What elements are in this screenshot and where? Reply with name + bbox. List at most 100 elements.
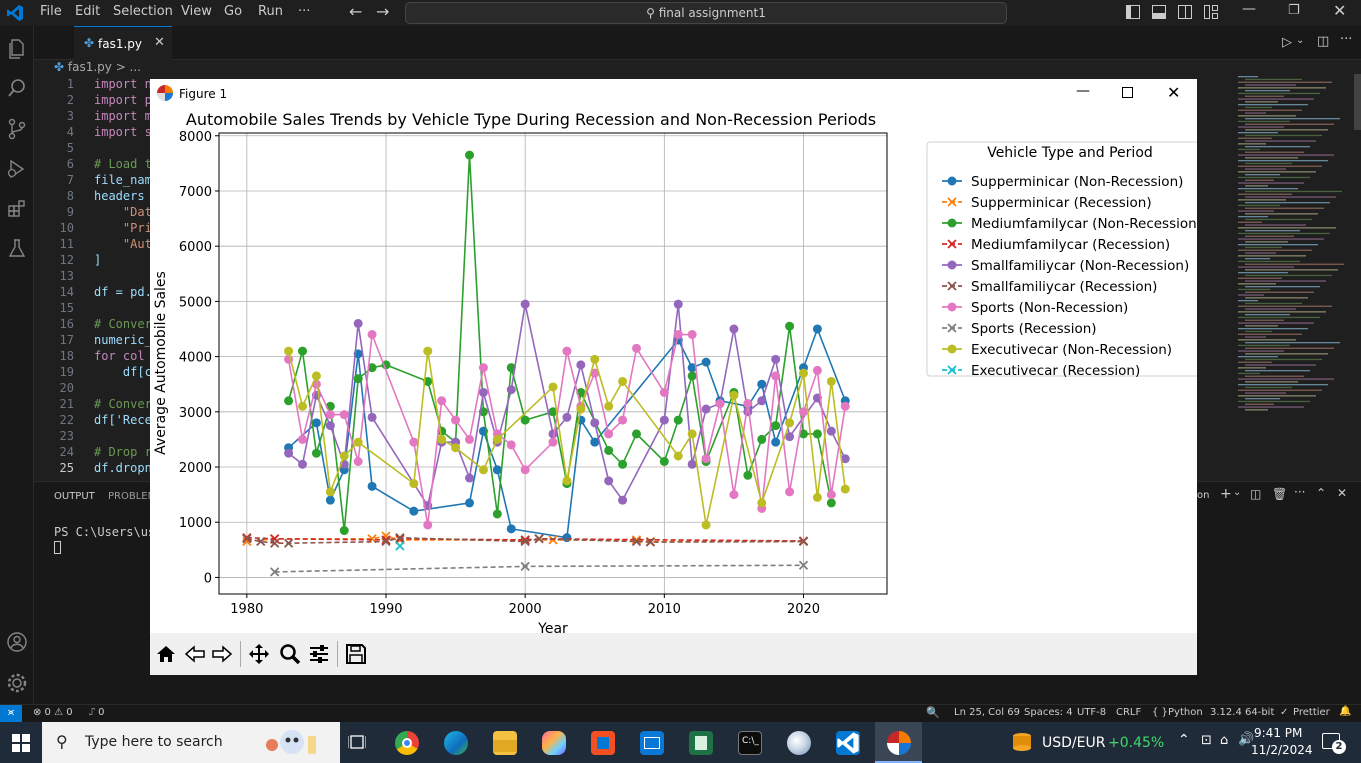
edge-icon[interactable] (444, 731, 468, 755)
run-python-file-icon[interactable]: ▷ (1282, 35, 1292, 50)
code-line: df[cc (94, 365, 160, 379)
language-mode[interactable]: Python (1168, 707, 1203, 718)
toggle-primary-sidebar-icon[interactable] (1126, 5, 1140, 19)
breadcrumb[interactable]: ✤ fas1.py > ... (54, 60, 141, 74)
microsoft-store-icon[interactable] (591, 731, 615, 755)
sales-trend-chart[interactable]: Automobile Sales Trends by Vehicle Type … (150, 109, 1197, 633)
windows-start-icon[interactable] (12, 734, 30, 755)
vscode-taskbar-icon[interactable] (836, 731, 860, 755)
legend-entry: Supperminicar (Non-Recession) (942, 174, 1183, 190)
terminal-prompt[interactable]: PS C:\Users\user (54, 525, 170, 539)
figure-minimize-icon[interactable]: — (1076, 83, 1090, 99)
hidden-icons-chevron-icon[interactable]: ⌃ (1178, 732, 1190, 748)
menu-edit[interactable]: Edit (75, 4, 101, 19)
encoding[interactable]: UTF-8 (1077, 707, 1107, 718)
terminal-dropdown-icon[interactable]: ⌄ (1233, 487, 1242, 498)
cursor-position[interactable]: Ln 25, Col 69 (954, 707, 1020, 718)
search-view-icon[interactable] (7, 78, 27, 101)
ports-count[interactable]: ⑀ 0 (89, 707, 105, 718)
menu-file[interactable]: File (40, 4, 62, 19)
accounts-icon[interactable] (6, 631, 28, 656)
explorer-icon[interactable] (7, 38, 27, 63)
tab-close-icon[interactable]: ✕ (154, 35, 165, 50)
copilot-icon[interactable] (542, 731, 566, 755)
volume-icon[interactable]: 🔊 (1238, 732, 1255, 747)
maximize-panel-icon[interactable]: ⌃ (1316, 486, 1327, 500)
menu-more[interactable]: ··· (298, 4, 311, 19)
extensions-icon[interactable] (7, 198, 27, 221)
run-dropdown-icon[interactable]: ⌄ (1296, 35, 1305, 46)
close-panel-icon[interactable]: ✕ (1337, 486, 1348, 500)
back-arrow-icon[interactable]: ← (349, 2, 363, 21)
restore-icon[interactable]: ❐ (1288, 3, 1300, 18)
taskbar-search-box[interactable]: ⚲ Type here to search (42, 722, 340, 763)
figure-maximize-icon[interactable] (1122, 87, 1133, 98)
data-point (743, 470, 753, 480)
menu-view[interactable]: View (181, 4, 212, 19)
save-icon[interactable] (345, 643, 367, 665)
kill-terminal-icon[interactable]: 🗑 (1272, 487, 1288, 501)
mail-icon[interactable] (640, 731, 664, 755)
panel-tab-problems[interactable]: PROBLEMS (108, 491, 163, 502)
minimap[interactable] (1232, 74, 1344, 474)
back-arrow-icon[interactable] (184, 643, 206, 665)
remote-indicator-icon[interactable]: ⪤ (0, 705, 22, 723)
python-interpreter[interactable]: 3.12.4 64-bit (1210, 707, 1275, 718)
command-center-search[interactable]: ⚲ final assignment1 (405, 2, 1007, 24)
home-icon[interactable] (155, 643, 177, 665)
file-explorer-icon[interactable] (493, 731, 517, 755)
minimize-icon[interactable]: — (1242, 1, 1256, 17)
meet-now-icon[interactable]: ⊡ (1201, 733, 1212, 748)
panel-more-icon[interactable]: ··· (1294, 485, 1306, 499)
split-editor-icon[interactable]: ◫ (1317, 34, 1330, 49)
terminal-name-label[interactable]: on (1197, 490, 1210, 501)
line-ending[interactable]: CRLF (1116, 707, 1142, 718)
matplotlib-taskbar-button[interactable] (875, 722, 922, 763)
run-debug-icon[interactable] (7, 158, 27, 183)
menu-run[interactable]: Run (258, 4, 283, 19)
zoom-icon[interactable]: 🔍 (926, 706, 940, 719)
zoom-icon[interactable] (279, 643, 301, 665)
data-point (353, 437, 363, 447)
editor-more-icon[interactable]: ··· (1340, 32, 1353, 47)
data-point (659, 456, 669, 466)
pan-icon[interactable] (248, 643, 270, 665)
figure-close-icon[interactable]: ✕ (1167, 83, 1181, 102)
task-view-icon[interactable] (347, 733, 367, 754)
tab-fas1-py[interactable]: ✤ fas1.py ✕ (74, 26, 172, 60)
subplots-config-icon[interactable] (308, 643, 330, 665)
manage-gear-icon[interactable] (6, 672, 28, 697)
toggle-secondary-sidebar-icon[interactable] (1178, 5, 1192, 19)
toggle-panel-icon[interactable] (1152, 5, 1166, 19)
network-icon[interactable]: ⌂ (1220, 733, 1229, 748)
figure-title-bar[interactable]: Figure 1 — ✕ (150, 79, 1197, 109)
paint-icon[interactable] (787, 731, 811, 755)
forward-arrow-icon[interactable] (211, 643, 233, 665)
problems-count[interactable]: ⊗ 0 ⚠ 0 (33, 707, 73, 718)
command-prompt-icon[interactable]: C:\_ (738, 731, 762, 755)
split-terminal-icon[interactable]: ◫ (1250, 487, 1262, 501)
clock-time[interactable]: 9:41 PM (1254, 726, 1303, 740)
customize-layout-icon[interactable] (1204, 5, 1218, 19)
ticker-name[interactable]: USD/EUR (1042, 735, 1106, 751)
source-control-icon[interactable] (7, 118, 27, 143)
panel-tab-output[interactable]: OUTPUT (54, 491, 95, 502)
menu-go[interactable]: Go (224, 4, 243, 19)
forward-arrow-icon[interactable]: → (376, 2, 390, 21)
stocks-widget-icon[interactable] (1010, 731, 1034, 753)
minimap-line (1245, 291, 1314, 293)
testing-icon[interactable] (7, 238, 27, 263)
excel-icon[interactable] (689, 731, 713, 755)
prettier-status[interactable]: Prettier (1293, 707, 1330, 718)
clock-date[interactable]: 11/2/2024 (1251, 743, 1313, 757)
notifications-bell-icon[interactable]: 🔔 (1339, 706, 1352, 717)
menu-selection[interactable]: Selection (113, 4, 173, 19)
vscode-logo-icon[interactable] (6, 4, 24, 22)
new-terminal-icon[interactable]: + (1220, 486, 1232, 502)
minimap-line (1245, 140, 1316, 142)
chrome-icon[interactable] (395, 731, 419, 755)
close-icon[interactable]: ✕ (1333, 1, 1347, 20)
minimap-line (1245, 118, 1340, 120)
editor-scrollbar[interactable] (1354, 74, 1361, 130)
indentation[interactable]: Spaces: 4 (1024, 707, 1073, 718)
